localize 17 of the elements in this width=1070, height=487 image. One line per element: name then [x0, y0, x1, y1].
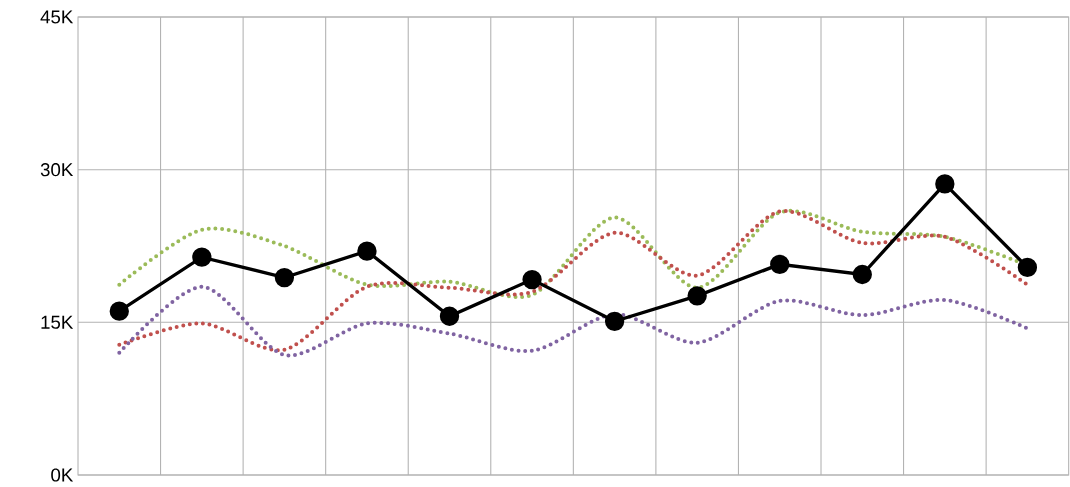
line-series — [117, 209, 1030, 353]
point — [935, 174, 955, 194]
point — [109, 301, 129, 321]
point — [192, 247, 212, 267]
point — [852, 264, 872, 285]
y-tick-label: 0K — [51, 468, 74, 482]
point — [274, 267, 295, 288]
point — [770, 254, 790, 274]
y-tick-label: 30K — [40, 163, 74, 177]
line-series — [117, 284, 1030, 358]
point — [439, 306, 460, 326]
y-tick-label: 15K — [41, 315, 74, 329]
point — [604, 311, 625, 331]
y-tick-label: 45K — [40, 10, 74, 24]
point — [522, 269, 542, 290]
point — [687, 286, 707, 306]
point — [357, 241, 377, 261]
